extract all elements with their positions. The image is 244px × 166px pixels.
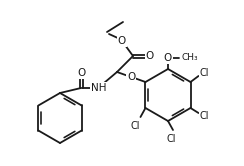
Text: Cl: Cl	[200, 111, 209, 121]
Text: O: O	[77, 68, 85, 78]
Text: CH₃: CH₃	[182, 53, 199, 63]
Text: NH: NH	[91, 83, 107, 93]
Text: O: O	[146, 51, 154, 61]
Text: Cl: Cl	[166, 134, 176, 144]
Text: O: O	[118, 36, 126, 46]
Text: Cl: Cl	[131, 121, 140, 131]
Text: Cl: Cl	[200, 68, 209, 78]
Text: O: O	[164, 53, 172, 63]
Text: O: O	[127, 72, 135, 82]
